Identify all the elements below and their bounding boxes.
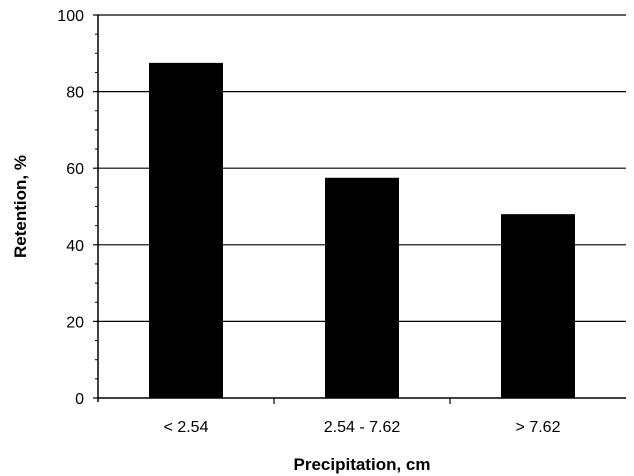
y-axis-ticks: 0 20 40 60 80 100 xyxy=(57,8,98,408)
y-tick-label: 80 xyxy=(66,85,84,102)
bars xyxy=(149,62,575,398)
x-axis-ticks: < 2.54 2.54 - 7.62 > 7.62 xyxy=(164,398,561,436)
bar xyxy=(325,177,399,398)
bar xyxy=(501,214,575,398)
y-tick-label: 20 xyxy=(66,314,84,331)
y-tick-label: 0 xyxy=(75,391,84,408)
x-tick-label: < 2.54 xyxy=(164,419,209,436)
y-tick-label: 40 xyxy=(66,238,84,255)
x-axis-title: Precipitation, cm xyxy=(294,455,431,474)
axes xyxy=(97,15,626,402)
y-axis-title: Retention, % xyxy=(11,155,30,258)
y-tick-label: 100 xyxy=(57,8,84,25)
bar xyxy=(149,62,223,398)
y-tick-label: 60 xyxy=(66,161,84,178)
x-tick-label: 2.54 - 7.62 xyxy=(324,419,401,436)
x-tick-label: > 7.62 xyxy=(516,419,561,436)
